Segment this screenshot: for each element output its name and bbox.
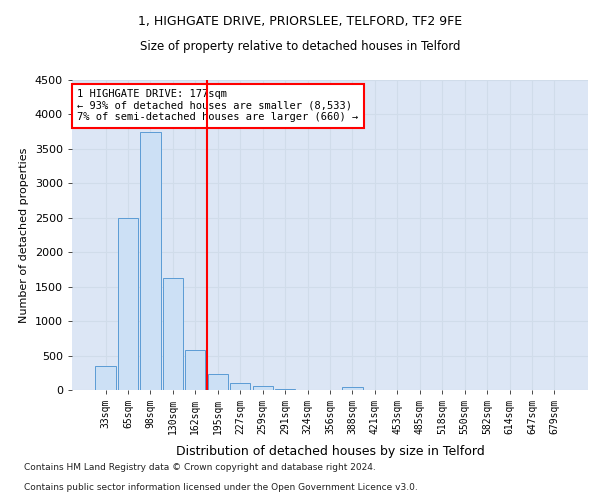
Bar — [208, 374, 228, 390]
Bar — [118, 218, 138, 390]
Text: Contains public sector information licensed under the Open Government Licence v3: Contains public sector information licen… — [24, 484, 418, 492]
Bar — [163, 278, 183, 390]
Bar — [95, 366, 116, 390]
Bar — [343, 386, 362, 390]
Bar — [275, 388, 295, 390]
X-axis label: Distribution of detached houses by size in Telford: Distribution of detached houses by size … — [176, 446, 484, 458]
Text: 1 HIGHGATE DRIVE: 177sqm
← 93% of detached houses are smaller (8,533)
7% of semi: 1 HIGHGATE DRIVE: 177sqm ← 93% of detach… — [77, 90, 358, 122]
Text: 1, HIGHGATE DRIVE, PRIORSLEE, TELFORD, TF2 9FE: 1, HIGHGATE DRIVE, PRIORSLEE, TELFORD, T… — [138, 15, 462, 28]
Y-axis label: Number of detached properties: Number of detached properties — [19, 148, 29, 322]
Bar — [230, 383, 250, 390]
Bar — [185, 350, 205, 390]
Text: Contains HM Land Registry data © Crown copyright and database right 2024.: Contains HM Land Registry data © Crown c… — [24, 464, 376, 472]
Bar — [140, 132, 161, 390]
Bar — [253, 386, 273, 390]
Text: Size of property relative to detached houses in Telford: Size of property relative to detached ho… — [140, 40, 460, 53]
